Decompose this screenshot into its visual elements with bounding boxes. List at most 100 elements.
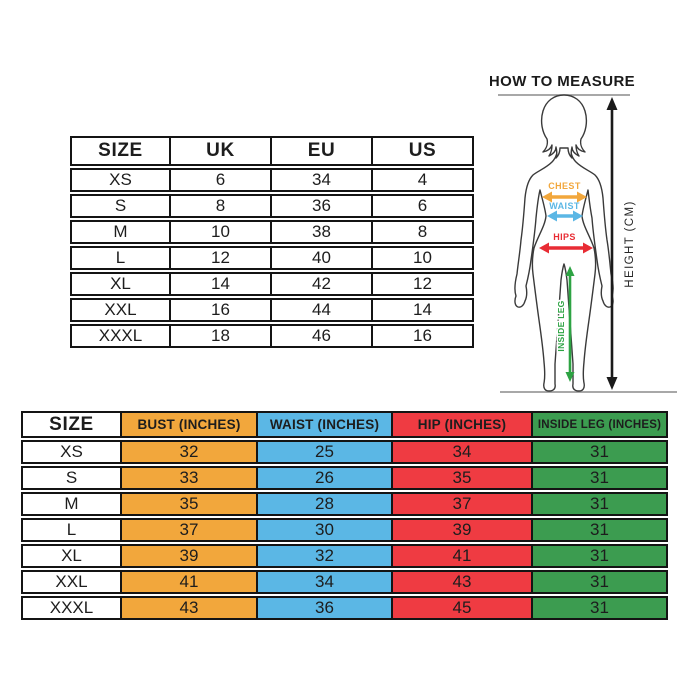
- column-header: EU: [272, 136, 373, 166]
- column-header: INSIDE LEG (INCHES): [533, 411, 668, 438]
- size-cell: XS: [70, 168, 171, 192]
- table-row: XXXL 43 36 45 31: [21, 596, 668, 620]
- table-row: S 33 26 35 31: [21, 466, 668, 490]
- value-cell: 36: [272, 194, 373, 218]
- table-row: XS 6 34 4: [70, 168, 474, 192]
- size-cell: L: [21, 518, 122, 542]
- column-header: SIZE: [21, 411, 122, 438]
- value-cell: 44: [272, 298, 373, 322]
- value-cell: 39: [393, 518, 533, 542]
- value-cell: 31: [533, 440, 668, 464]
- value-cell: 31: [533, 492, 668, 516]
- how-to-measure-diagram: HOW TO MEASURE CHEST: [490, 68, 680, 402]
- value-cell: 35: [122, 492, 258, 516]
- value-cell: 41: [122, 570, 258, 594]
- header-row: SIZE BUST (INCHES) WAIST (INCHES) HIP (INCH…: [21, 411, 668, 438]
- size-cell: XS: [21, 440, 122, 464]
- value-cell: 35: [393, 466, 533, 490]
- value-cell: 42: [272, 272, 373, 296]
- value-cell: 8: [373, 220, 474, 244]
- chest-label: CHEST: [548, 181, 581, 191]
- diagram-title: HOW TO MEASURE: [490, 73, 635, 90]
- chest-arrow: CHEST: [542, 181, 587, 203]
- value-cell: 33: [122, 466, 258, 490]
- inside-leg-label: INSIDE LEG: [556, 300, 566, 351]
- hips-arrow: HIPS: [539, 232, 593, 254]
- value-cell: 30: [258, 518, 393, 542]
- column-header: BUST (INCHES): [122, 411, 258, 438]
- value-cell: 36: [258, 596, 393, 620]
- figure-hair: [540, 94, 588, 159]
- value-cell: 40: [272, 246, 373, 270]
- value-cell: 37: [122, 518, 258, 542]
- value-cell: 10: [373, 246, 474, 270]
- column-header: US: [373, 136, 474, 166]
- value-cell: 34: [393, 440, 533, 464]
- column-header: WAIST (INCHES): [258, 411, 393, 438]
- value-cell: 34: [258, 570, 393, 594]
- value-cell: 12: [373, 272, 474, 296]
- table-row: M 10 38 8: [70, 220, 474, 244]
- value-cell: 37: [393, 492, 533, 516]
- table-row: XL 14 42 12: [70, 272, 474, 296]
- value-cell: 31: [533, 596, 668, 620]
- value-cell: 10: [171, 220, 272, 244]
- value-cell: 32: [258, 544, 393, 568]
- body-measurements-table: SIZE BUST (INCHES) WAIST (INCHES) HIP (INCH…: [21, 409, 668, 622]
- column-header: HIP (INCHES): [393, 411, 533, 438]
- value-cell: 32: [122, 440, 258, 464]
- value-cell: 6: [373, 194, 474, 218]
- value-cell: 31: [533, 466, 668, 490]
- value-cell: 38: [272, 220, 373, 244]
- table-row: XS 32 25 34 31: [21, 440, 668, 464]
- value-cell: 46: [272, 324, 373, 348]
- size-cell: XXL: [70, 298, 171, 322]
- size-conversion-table: SIZE UK EU US XS 6 34 4 S 8 36 6 M 10 38 8 L 12 40 10 XL 14 42…: [70, 134, 474, 350]
- size-cell: S: [70, 194, 171, 218]
- table-row: XXXL 18 46 16: [70, 324, 474, 348]
- hips-label: HIPS: [553, 232, 576, 242]
- figure-body: [514, 143, 614, 392]
- value-cell: 31: [533, 570, 668, 594]
- size-cell: M: [70, 220, 171, 244]
- header-row: SIZE UK EU US: [70, 136, 474, 166]
- size-cell: XL: [70, 272, 171, 296]
- size-cell: M: [21, 492, 122, 516]
- value-cell: 45: [393, 596, 533, 620]
- table-row: S 8 36 6: [70, 194, 474, 218]
- value-cell: 43: [393, 570, 533, 594]
- value-cell: 12: [171, 246, 272, 270]
- column-header: UK: [171, 136, 272, 166]
- value-cell: 6: [171, 168, 272, 192]
- value-cell: 18: [171, 324, 272, 348]
- value-cell: 25: [258, 440, 393, 464]
- value-cell: 34: [272, 168, 373, 192]
- inside-leg-arrow: INSIDE LEG: [555, 266, 575, 382]
- value-cell: 41: [393, 544, 533, 568]
- value-cell: 14: [373, 298, 474, 322]
- height-arrow: HEIGHT (CM): [606, 97, 636, 390]
- table-row: L 37 30 39 31: [21, 518, 668, 542]
- table-row: XL 39 32 41 31: [21, 544, 668, 568]
- value-cell: 39: [122, 544, 258, 568]
- value-cell: 31: [533, 518, 668, 542]
- female-figure-outline: [514, 94, 614, 392]
- height-label: HEIGHT (CM): [624, 200, 636, 287]
- value-cell: 31: [533, 544, 668, 568]
- table-row: XXL 16 44 14: [70, 298, 474, 322]
- table-row: XXL 41 34 43 31: [21, 570, 668, 594]
- size-cell: XL: [21, 544, 122, 568]
- size-cell: S: [21, 466, 122, 490]
- value-cell: 4: [373, 168, 474, 192]
- column-header: SIZE: [70, 136, 171, 166]
- value-cell: 43: [122, 596, 258, 620]
- waist-label: WAIST: [549, 201, 580, 211]
- value-cell: 8: [171, 194, 272, 218]
- value-cell: 16: [171, 298, 272, 322]
- waist-arrow: WAIST: [547, 201, 583, 222]
- size-cell: XXXL: [70, 324, 171, 348]
- value-cell: 14: [171, 272, 272, 296]
- table-row: M 35 28 37 31: [21, 492, 668, 516]
- value-cell: 16: [373, 324, 474, 348]
